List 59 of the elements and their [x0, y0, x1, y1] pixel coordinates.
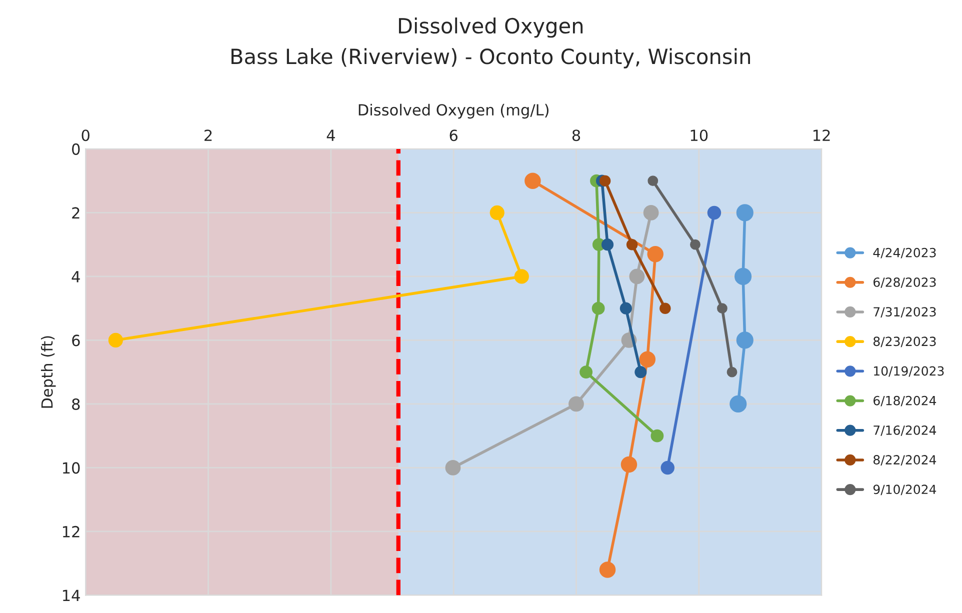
y-tick-label: 2 [72, 207, 80, 219]
x-tick-label: 0 [82, 130, 90, 142]
point [568, 396, 584, 412]
x-tick-label: 10 [690, 130, 708, 142]
legend-label: 6/18/2024 [874, 396, 936, 406]
point [592, 302, 605, 315]
x-tick-label: 12 [814, 130, 830, 141]
x-tick-label: 2 [204, 130, 212, 141]
point [736, 204, 754, 222]
point [108, 332, 123, 348]
legend-label: 7/31/2023 [874, 307, 936, 318]
legend-label: 7/16/2024 [874, 425, 936, 436]
point [647, 246, 664, 262]
y-tick-label: 6 [72, 334, 80, 346]
point [736, 332, 754, 349]
point [707, 206, 722, 220]
point [629, 268, 645, 284]
y-tick-label: 0 [72, 143, 80, 155]
point [620, 456, 638, 473]
x-axis-title: Dissolved Oxygen (mg/L) [358, 104, 548, 119]
point [599, 175, 611, 186]
point [716, 303, 728, 314]
x-tick-label: 8 [572, 130, 580, 142]
point [620, 302, 632, 314]
point [626, 238, 638, 250]
point [639, 351, 656, 368]
chart-subtitle: Bass Lake (Riverview) - Oconto County, Wisconsin [232, 48, 750, 68]
point [514, 269, 529, 284]
point [660, 302, 671, 314]
point [643, 205, 659, 220]
point [580, 366, 593, 379]
y-axis-title: Depth (ft) [40, 336, 56, 408]
point [648, 176, 658, 186]
y-tick-label: 14 [62, 590, 80, 602]
chart-title: Dissolved Oxygen [398, 18, 583, 38]
y-tick-label: 12 [62, 526, 80, 538]
x-tick-label: 4 [326, 130, 335, 141]
y-tick-label: 4 [72, 271, 80, 282]
point [599, 562, 616, 578]
legend-label: 10/19/2023 [874, 366, 944, 377]
point [650, 429, 664, 442]
point [690, 239, 700, 250]
point [730, 395, 747, 413]
point [634, 366, 647, 378]
point [490, 205, 504, 220]
point [726, 366, 738, 378]
legend-label: 6/28/2023 [874, 277, 936, 288]
y-tick-label: 10 [62, 462, 80, 474]
point [660, 460, 674, 475]
legend-label: 9/10/2024 [873, 484, 936, 496]
point [734, 268, 752, 286]
point [601, 238, 614, 251]
y-tick-label: 8 [72, 398, 80, 410]
x-tick-label: 6 [450, 130, 458, 142]
legend-label: 4/24/2023 [873, 248, 936, 258]
point [445, 460, 461, 476]
legend-label: 8/23/2023 [874, 336, 936, 348]
legend-label: 8/22/2024 [874, 455, 936, 466]
point [524, 172, 541, 189]
